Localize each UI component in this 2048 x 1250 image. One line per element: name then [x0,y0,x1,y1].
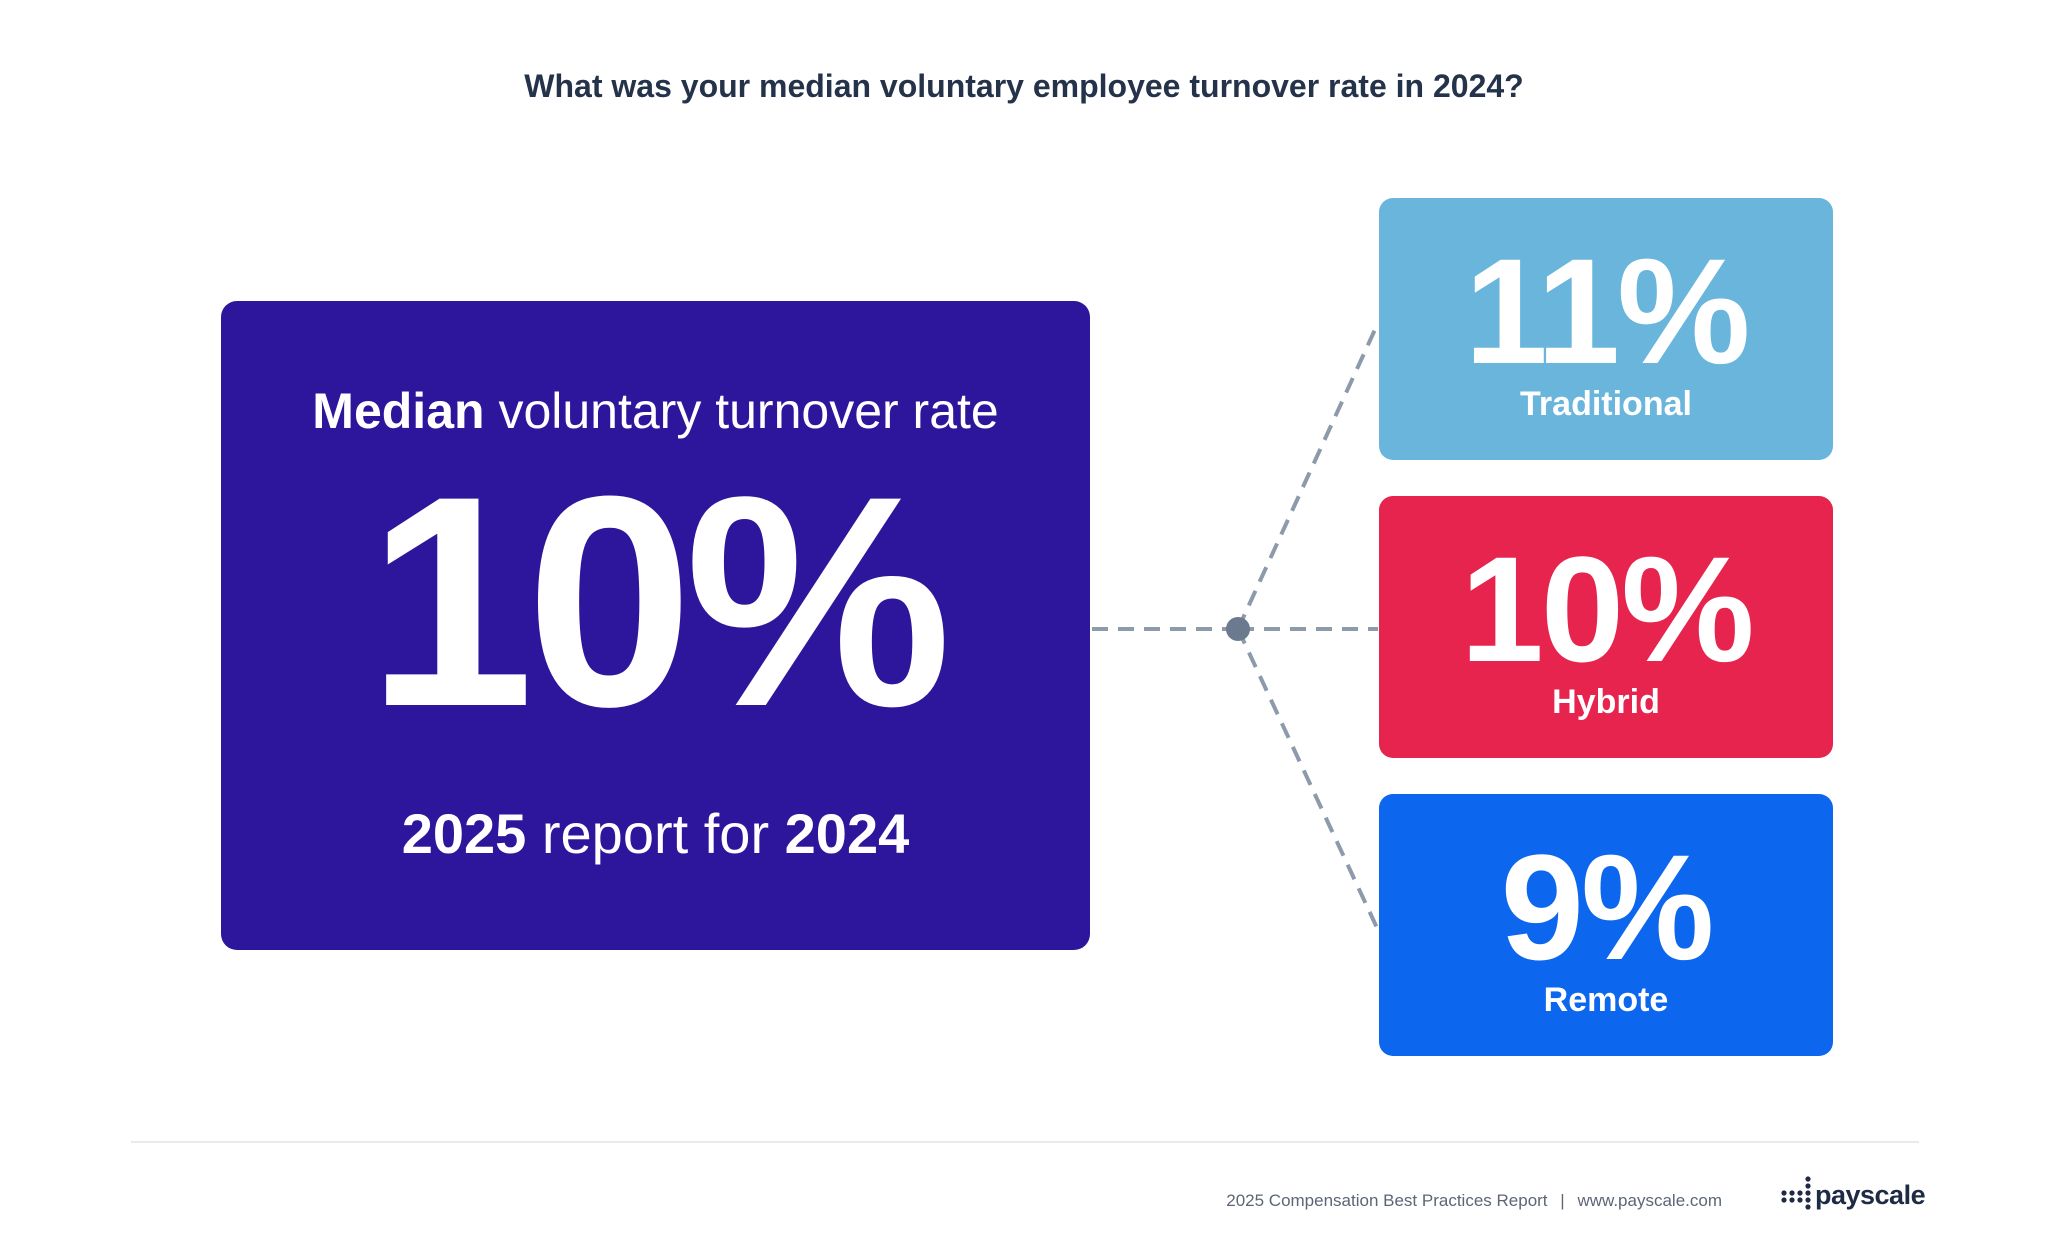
payscale-dots-icon [1781,1176,1811,1210]
connector-hub [1226,617,1250,641]
remote-value: 9% [1500,823,1715,991]
footer-credits: 2025 Compensation Best Practices Report … [1000,1189,1722,1213]
report-year-caption: 2025 report for 2024 [221,799,1090,869]
median-turnover-card: Median voluntary turnover rate 10% 2025 … [221,301,1090,950]
traditional-card: 11% Traditional [1379,198,1833,460]
connector-remote [1236,628,1380,931]
footer-divider [131,1141,1919,1143]
hybrid-label: Hybrid [1552,683,1660,721]
median-heading: Median voluntary turnover rate [221,381,1090,441]
report-year: 2025 [401,802,527,865]
traditional-value: 11% [1464,227,1751,395]
traditional-label: Traditional [1520,385,1692,423]
hybrid-card: 10% Hybrid [1379,496,1833,758]
connector-traditional [1236,322,1380,630]
report-name: 2025 Compensation Best Practices Report [1226,1191,1548,1210]
payscale-logo: payscale [1781,1174,1926,1214]
hybrid-value: 10% [1460,525,1754,693]
question-title: What was your median voluntary employee … [524,68,1524,104]
payscale-wordmark: payscale [1815,1180,1926,1210]
website-link[interactable]: www.payscale.com [1577,1191,1722,1210]
median-heading-strong: Median [312,383,485,439]
median-heading-rest: voluntary turnover rate [498,383,999,439]
median-value: 10% [367,433,951,769]
report-for-text: report for [541,802,770,865]
data-year: 2024 [784,802,910,865]
footer-separator: | [1560,1191,1565,1210]
remote-label: Remote [1543,981,1669,1019]
remote-card: 9% Remote [1379,794,1833,1056]
